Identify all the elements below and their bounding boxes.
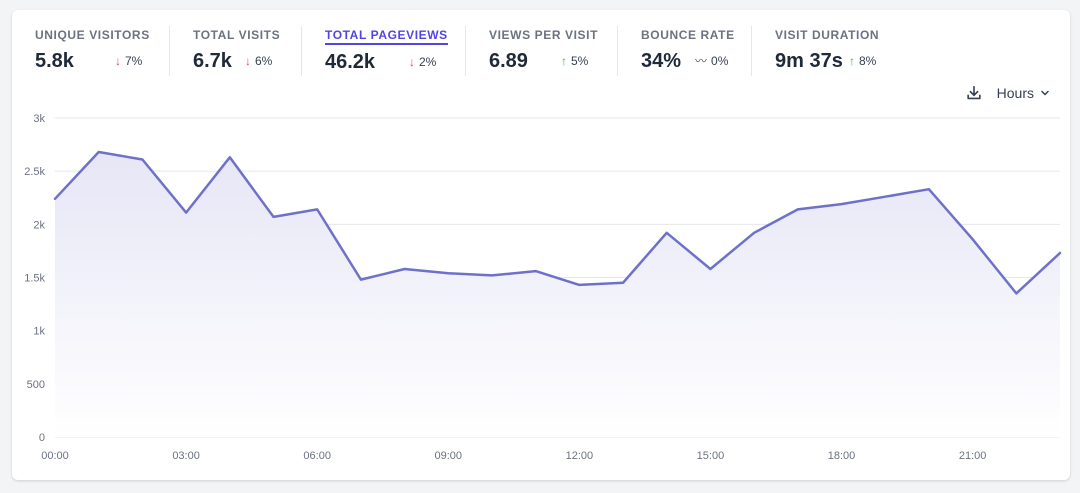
data-point[interactable] — [618, 278, 628, 288]
data-point[interactable] — [487, 270, 497, 280]
metric-change-value: 8% — [859, 54, 877, 68]
metric-value: 6.89 — [489, 50, 528, 72]
x-tick-label: 00:00 — [41, 450, 69, 462]
metric-label: Visit duration — [775, 28, 880, 42]
data-point[interactable] — [968, 234, 978, 244]
x-tick-label: 09:00 — [434, 450, 462, 462]
data-point[interactable] — [137, 154, 147, 164]
metric-change: ↓ 2% — [409, 55, 436, 69]
metric-value: 9m 37s — [775, 50, 843, 72]
data-point[interactable] — [574, 280, 584, 290]
data-point[interactable] — [531, 266, 541, 276]
series-layer — [50, 147, 1065, 437]
metric-total-pageviews[interactable]: Total pageviews 46.2k ↓ 2% — [302, 26, 466, 76]
data-point[interactable] — [225, 152, 235, 162]
metric-visit-duration[interactable]: Visit duration 9m 37s ↑ 8% — [752, 26, 902, 76]
wavy-flat-icon: 〰 — [695, 54, 708, 68]
data-point[interactable] — [793, 204, 803, 214]
data-point[interactable] — [268, 212, 278, 222]
metric-label: Unique visitors — [35, 28, 150, 42]
pageviews-chart: 0 500 1k 1.5k 2k 2.5k 3k 00:00 03:00 06:00 09:00 1… — [24, 113, 1065, 462]
data-point[interactable] — [1011, 288, 1021, 298]
data-point[interactable] — [94, 147, 104, 157]
metric-change-value: 7% — [125, 54, 143, 68]
series-line — [53, 150, 1062, 295]
metric-total-visits[interactable]: Total visits 6.7k ↓ 6% — [170, 26, 302, 76]
data-point[interactable] — [749, 228, 759, 238]
metric-value: 34% — [641, 50, 682, 72]
metric-views-per-visit[interactable]: Views per visit 6.89 ↑ 5% — [466, 26, 618, 76]
metric-value: 6.7k — [193, 50, 232, 72]
interval-dropdown[interactable]: Hours — [997, 85, 1050, 101]
data-point[interactable] — [1055, 248, 1065, 258]
y-tick-label: 0 — [39, 432, 45, 444]
top-stats: Unique visitors 5.8k ↓ 7% Total visits 6… — [12, 26, 902, 76]
arrow-up-icon: ↑ — [561, 54, 567, 68]
y-tick-label: 2k — [33, 219, 45, 231]
metric-change-value: 5% — [571, 54, 589, 68]
metric-unique-visitors[interactable]: Unique visitors 5.8k ↓ 7% — [12, 26, 170, 76]
metric-label: Bounce rate — [641, 28, 735, 42]
interval-label: Hours — [996, 85, 1034, 101]
metric-change: ↓ 7% — [115, 54, 142, 68]
x-tick-label: 21:00 — [959, 450, 987, 462]
x-tick-label: 12:00 — [566, 450, 594, 462]
metric-change-value: 2% — [419, 55, 437, 69]
metric-change: ↑ 5% — [561, 54, 588, 68]
metric-change: ↓ 6% — [245, 54, 272, 68]
arrow-down-icon: ↓ — [409, 55, 415, 69]
metric-change: ↑ 8% — [849, 54, 876, 68]
y-axis-labels: 0 500 1k 1.5k 2k 2.5k 3k — [24, 113, 45, 444]
y-tick-label: 1k — [33, 326, 45, 338]
chevron-down-icon — [1041, 90, 1049, 96]
data-point[interactable] — [400, 264, 410, 274]
data-point[interactable] — [312, 204, 322, 214]
data-point[interactable] — [356, 275, 366, 285]
x-axis-labels: 00:00 03:00 06:00 09:00 12:00 15:00 18:00 21:00 — [41, 450, 986, 462]
metric-change-value: 6% — [255, 54, 273, 68]
y-tick-label: 500 — [27, 379, 45, 391]
metric-bounce-rate[interactable]: Bounce rate 34% 〰 0% — [618, 26, 752, 76]
y-tick-label: 3k — [33, 113, 45, 125]
data-point[interactable] — [924, 184, 934, 194]
y-tick-label: 2.5k — [24, 166, 45, 178]
x-tick-label: 06:00 — [303, 450, 331, 462]
arrow-down-icon: ↓ — [245, 54, 251, 68]
data-point[interactable] — [443, 268, 453, 278]
data-point[interactable] — [662, 228, 672, 238]
y-tick-label: 1.5k — [24, 273, 45, 285]
metric-value: 5.8k — [35, 50, 74, 72]
data-point[interactable] — [880, 192, 890, 202]
data-point[interactable] — [705, 264, 715, 274]
x-tick-label: 18:00 — [828, 450, 856, 462]
arrow-up-icon: ↑ — [849, 54, 855, 68]
chart-toolbar: Hours — [965, 84, 1050, 102]
metric-label: Total visits — [193, 28, 281, 42]
dashboard-card: Unique visitors 5.8k ↓ 7% Total visits 6… — [12, 10, 1070, 480]
metric-label: Total pageviews — [325, 28, 448, 45]
x-tick-label: 03:00 — [172, 450, 200, 462]
data-point[interactable] — [50, 194, 60, 204]
metric-label: Views per visit — [489, 28, 599, 42]
metric-change: 〰 0% — [695, 54, 728, 68]
metric-value: 46.2k — [325, 51, 376, 73]
metric-change-value: 0% — [711, 54, 729, 68]
data-point[interactable] — [181, 208, 191, 218]
data-point[interactable] — [837, 199, 847, 209]
x-tick-label: 15:00 — [697, 450, 725, 462]
download-icon[interactable] — [965, 84, 983, 102]
series-area — [55, 152, 1060, 437]
arrow-down-icon: ↓ — [115, 54, 121, 68]
